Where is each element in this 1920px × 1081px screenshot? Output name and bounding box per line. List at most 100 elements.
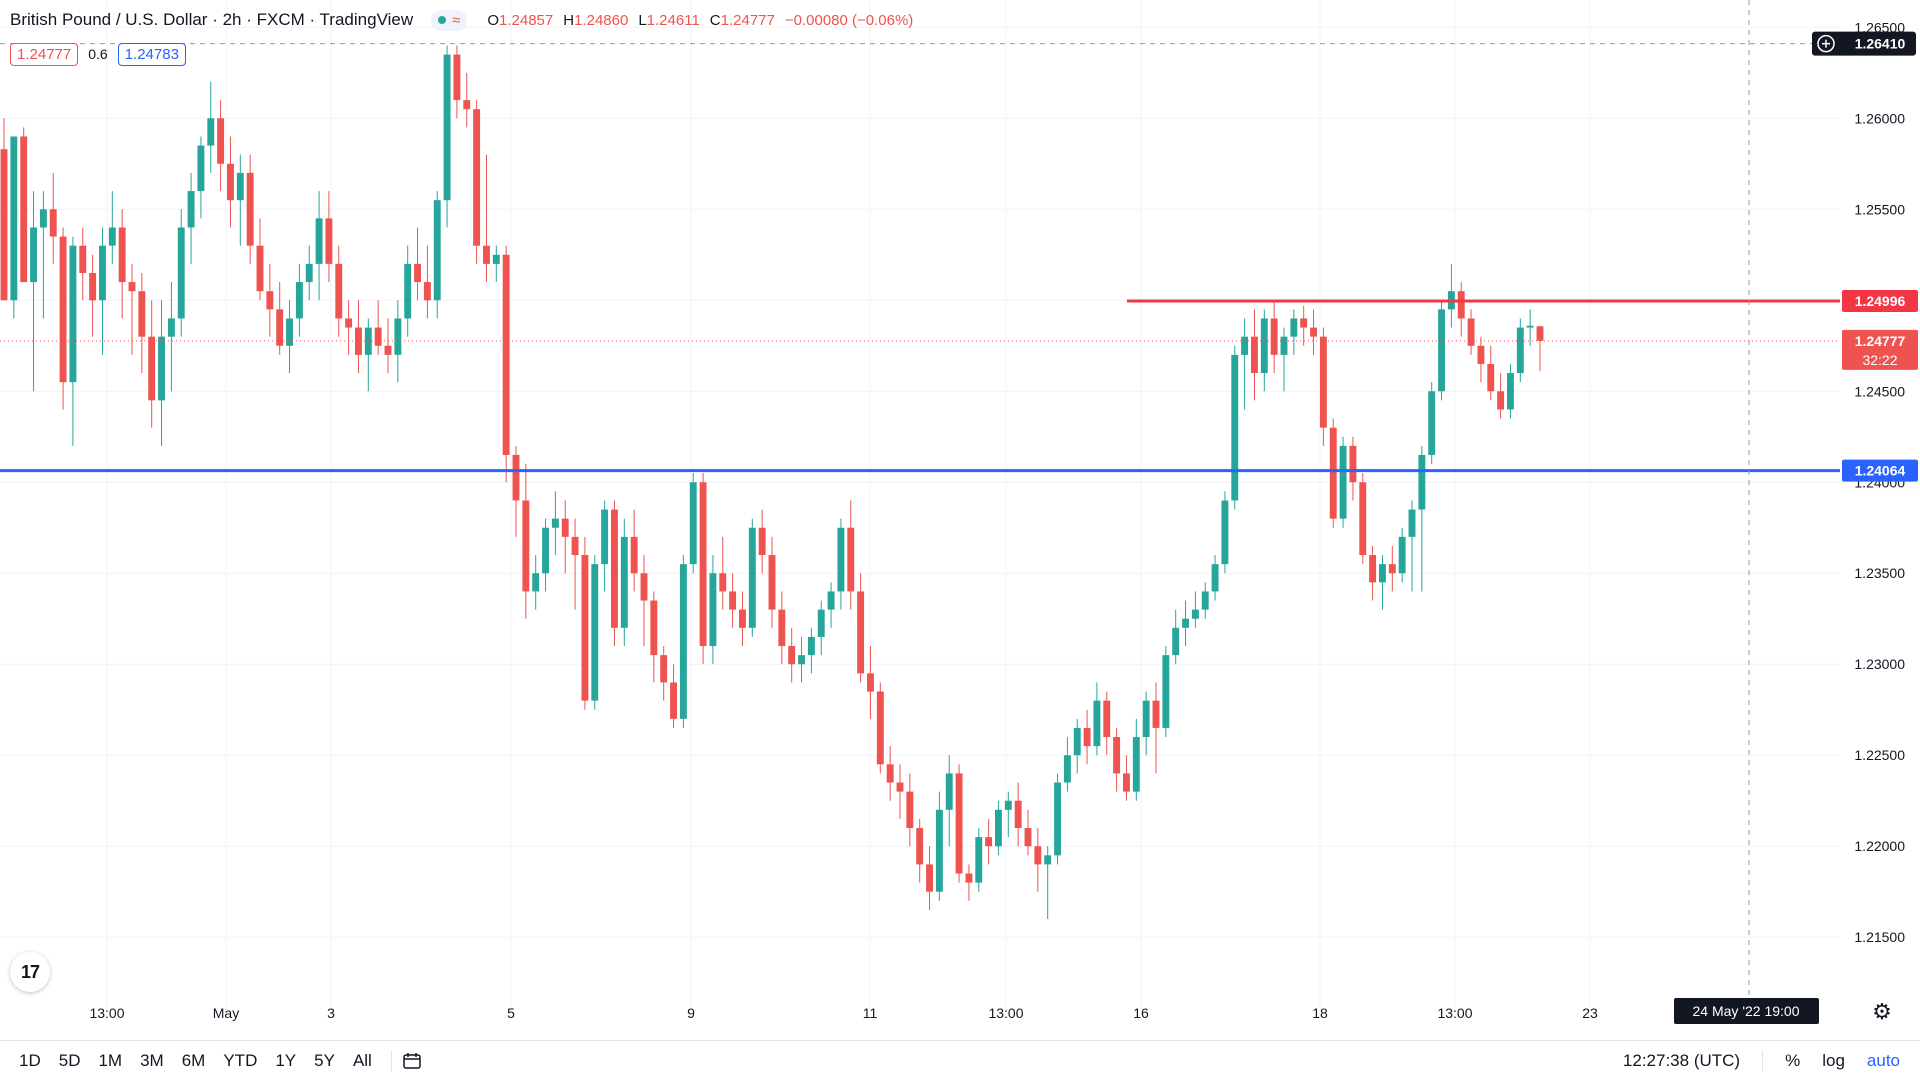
candle-bearish [0,118,8,301]
utc-clock[interactable]: 12:27:38 (UTC) [1622,1051,1741,1070]
candle-body [10,136,18,301]
candle-bullish [807,627,815,674]
candle-body [492,254,500,264]
candle-bullish [394,300,402,383]
candle-body [1349,445,1357,483]
candle-bearish [670,664,677,728]
candle-bearish [335,245,343,337]
candle-body [256,245,264,292]
candle-body [187,191,195,228]
buy-price-button[interactable]: 1.24783 [117,42,186,66]
candle-body [955,773,963,874]
candle-bearish [1487,345,1495,401]
candle-bearish [1152,682,1160,774]
market-open-icon [438,16,447,24]
auto-scale-toggle[interactable]: auto [1866,1051,1900,1070]
candle-body [1418,454,1426,510]
market-status-pill[interactable]: ≈ [431,9,468,31]
candle-body [69,245,77,383]
candle-body [30,227,37,283]
candle-body [1536,326,1544,341]
candle-body [1428,391,1436,455]
sell-price-button[interactable]: 1.24777 [10,42,79,66]
candle-body [463,100,471,110]
range-ytd[interactable]: YTD [223,1051,258,1070]
range-5y[interactable]: 5Y [314,1051,335,1070]
candle-bullish [1221,491,1229,574]
candle-bullish [492,245,500,283]
candle-bearish [463,72,471,128]
candle-body [551,518,559,528]
candle-bullish [689,473,697,574]
candle-bearish [1270,300,1278,374]
candle-bullish [1438,300,1445,401]
candle-body [286,318,293,346]
range-1y[interactable]: 1Y [275,1051,297,1070]
candle-body [650,600,658,656]
candle-body [59,236,67,383]
range-1d[interactable]: 1D [19,1051,41,1070]
candle-body [660,655,668,683]
candle-bearish [49,172,57,264]
candle-bullish [1093,682,1101,756]
candle-bearish [138,272,146,374]
symbol-title[interactable]: British Pound / U.S. Dollar · 2h · FXCM … [10,10,414,29]
candle-bearish [453,45,461,119]
candle-body [965,873,973,883]
goto-date-icon[interactable] [402,1052,424,1070]
price-level-lines [0,0,1840,1010]
candle-body [1260,318,1268,374]
support-price-label: 1.24064 [1855,463,1906,479]
candle-bearish [1467,309,1475,355]
current-price-label-background [1842,329,1918,370]
candle-body [138,291,146,337]
candle-body [217,118,225,164]
candle-bullish [1211,555,1219,601]
bid-ask-panel: 1.24777 0.6 1.24783 [10,41,186,67]
candle-body [935,809,943,892]
candle-bullish [207,81,215,173]
candle-bearish [719,536,727,610]
candle-bullish [295,263,303,337]
symbol-header: British Pound / U.S. Dollar · 2h · FXCM … [10,8,913,32]
price-tick-label: 1.22000 [1854,838,1905,854]
range-6m[interactable]: 6M [181,1051,206,1070]
range-3m[interactable]: 3M [140,1051,164,1070]
candle-body [246,172,254,246]
time-tick-label: 18 [1312,1005,1328,1021]
candle-body [1152,700,1160,728]
price-chart[interactable]: 1.265001.260001.255001.250001.245001.240… [0,0,1920,1040]
candle-body [1280,336,1288,355]
candle-body [1339,445,1347,519]
candle-bearish [1349,436,1357,501]
add-alert-icon [1817,34,1835,53]
candle-body [374,327,382,346]
candle-body [1379,564,1386,583]
candle-body [1044,855,1052,865]
candle-body [926,864,933,892]
candle-body [719,573,727,592]
candle-bearish [276,282,284,355]
candle-body [335,263,343,319]
tradingview-logo-icon[interactable]: 17 [10,952,50,992]
chart-settings-gear-icon[interactable]: ⚙ [1872,999,1892,1024]
range-5d[interactable]: 5D [58,1051,81,1070]
support-price-label-background [1842,459,1918,482]
candle-bullish [748,518,756,637]
candle-body [817,609,825,637]
log-scale-toggle[interactable]: log [1822,1051,1845,1070]
candle-bearish [414,227,421,301]
candle-bullish [798,636,805,683]
range-1m[interactable]: 1M [98,1051,123,1070]
range-all[interactable]: All [352,1051,372,1070]
candle-bearish [20,127,28,283]
candle-bearish [729,573,737,628]
percent-scale-toggle[interactable]: % [1785,1051,1801,1070]
candle-body [748,527,756,628]
candle-body [236,172,244,201]
candle-bearish [89,254,97,337]
candle-body [985,837,993,847]
candle-body [561,518,569,537]
candle-bullish [1132,718,1140,801]
candle-bearish [266,263,274,337]
